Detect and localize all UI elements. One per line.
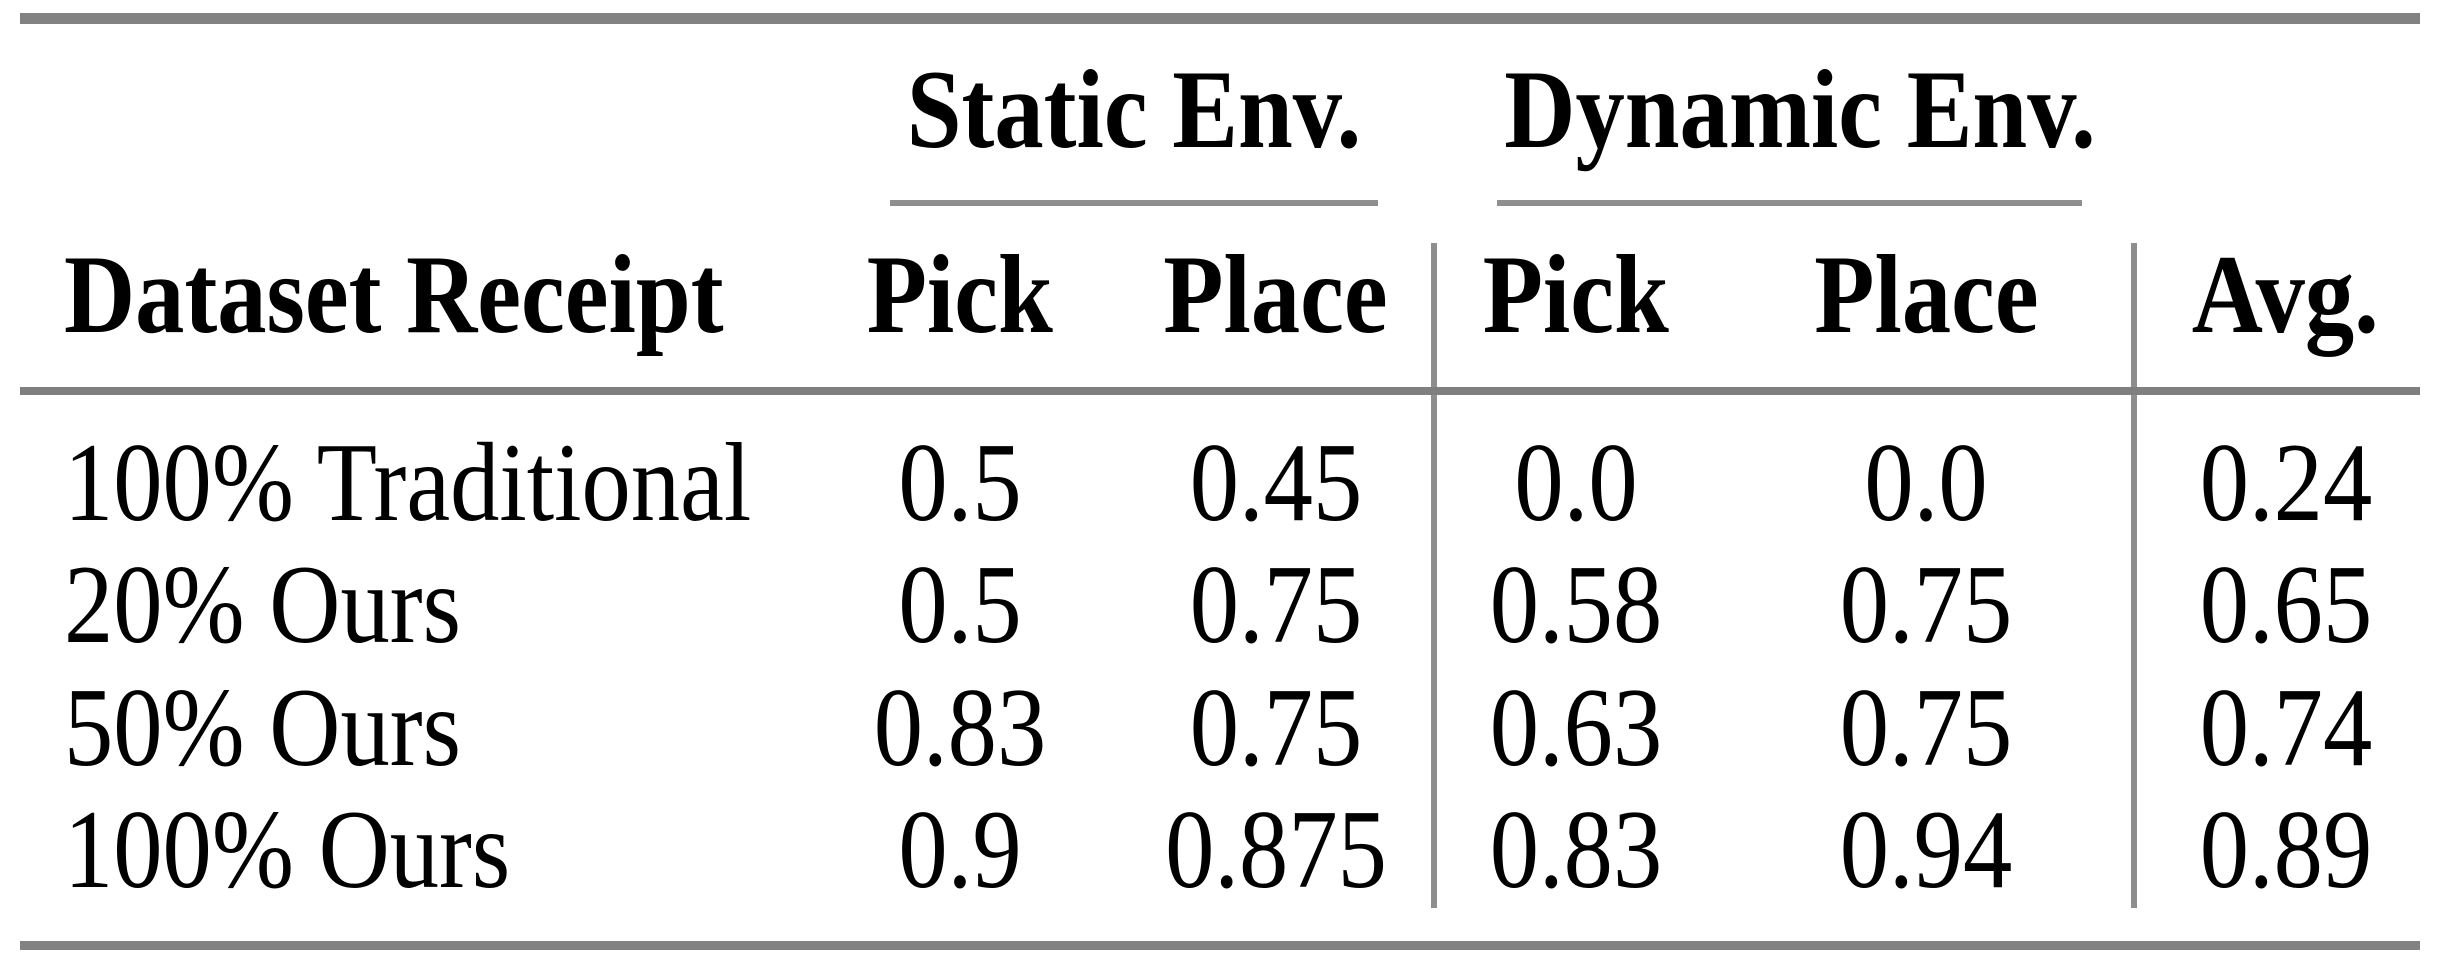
cell-dynamic-place: 0.0 (1864, 421, 1988, 546)
group-header-dynamic-env: Dynamic Env. (1464, 54, 2136, 166)
header-separator-rule (20, 387, 2420, 395)
cell-static-place: 0.875 (1164, 788, 1387, 913)
row-label: 100% Ours (64, 788, 511, 913)
group-header-static-env: Static Env. (876, 54, 1393, 166)
cell-dynamic-pick: 0.58 (1489, 543, 1663, 668)
static-env-underline-rule (890, 200, 1378, 206)
cell-static-pick: 0.9 (898, 788, 1022, 913)
cell-static-place: 0.75 (1189, 543, 1362, 668)
column-header-avg: Avg. (2191, 233, 2380, 357)
cell-avg: 0.89 (2199, 788, 2372, 913)
group-header-dynamic-env-label: Dynamic Env. (1504, 48, 2096, 172)
cell-dynamic-place: 0.75 (1839, 543, 2013, 668)
cell-avg: 0.24 (2199, 421, 2372, 546)
vertical-divider-static-dynamic (1431, 243, 1437, 908)
cell-dynamic-place: 0.75 (1839, 665, 2013, 790)
column-header-dynamic-pick: Pick (1482, 233, 1670, 357)
cell-static-pick: 0.83 (873, 665, 1047, 790)
column-header-static-place: Place (1163, 233, 1388, 357)
cell-avg: 0.74 (2199, 665, 2372, 790)
column-header-dataset-receipt: Dataset Receipt (64, 233, 724, 357)
row-label: 20% Ours (64, 543, 461, 668)
bottom-rule (20, 941, 2420, 950)
cell-dynamic-pick: 0.0 (1514, 421, 1638, 546)
top-rule (20, 13, 2420, 24)
column-header-dynamic-place: Place (1813, 233, 2039, 357)
group-header-static-env-label: Static Env. (906, 48, 1362, 172)
column-header-static-pick: Pick (866, 233, 1054, 357)
cell-static-pick: 0.5 (898, 543, 1022, 668)
cell-static-pick: 0.5 (898, 421, 1022, 546)
cell-static-place: 0.75 (1189, 665, 1362, 790)
vertical-divider-dynamic-avg (2131, 243, 2137, 908)
cell-dynamic-place: 0.94 (1839, 788, 2013, 913)
dynamic-env-underline-rule (1497, 200, 2082, 206)
cell-dynamic-pick: 0.63 (1489, 665, 1663, 790)
row-label: 100% Traditional (64, 421, 752, 546)
column-header-row: Dataset Receipt Pick Place Pick Place Av… (0, 230, 2440, 360)
cell-static-place: 0.45 (1189, 421, 1362, 546)
cell-avg: 0.65 (2199, 543, 2372, 668)
cell-dynamic-pick: 0.83 (1489, 788, 1663, 913)
table-body: 100% Traditional 0.5 0.45 0.0 0.0 0.24 2… (0, 422, 2440, 911)
row-label: 50% Ours (64, 665, 461, 790)
